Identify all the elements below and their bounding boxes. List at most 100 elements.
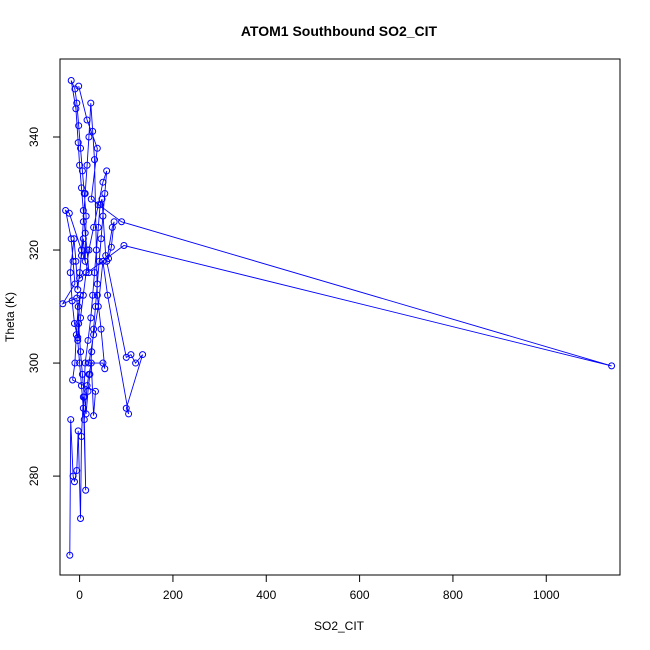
data-point	[72, 105, 80, 113]
data-point	[78, 370, 86, 378]
data-point	[132, 359, 140, 367]
data-point	[82, 212, 90, 220]
data-point	[73, 466, 81, 474]
data-point	[89, 291, 97, 299]
data-point	[108, 223, 116, 231]
data-point	[93, 280, 101, 288]
x-tick-label: 400	[256, 588, 276, 602]
x-tick-label: 0	[76, 588, 83, 602]
data-point	[78, 167, 86, 175]
data-point	[69, 376, 77, 384]
data-point	[79, 291, 87, 299]
data-point	[86, 370, 94, 378]
data-point	[104, 291, 112, 299]
data-point	[95, 257, 103, 265]
data-point	[81, 229, 89, 237]
data-point	[92, 246, 100, 254]
data-point	[101, 365, 109, 373]
data-point	[72, 257, 80, 265]
data-point	[69, 257, 77, 265]
data-point	[75, 122, 83, 130]
data-point	[93, 291, 101, 299]
data-point	[59, 300, 67, 308]
data-point	[88, 348, 96, 356]
x-tick-label: 600	[350, 588, 370, 602]
data-point	[87, 195, 95, 203]
data-point	[99, 212, 107, 220]
data-point	[89, 127, 97, 135]
data-point	[90, 412, 98, 420]
data-point	[77, 514, 85, 522]
data-point	[87, 99, 95, 107]
x-tick-label: 800	[443, 588, 463, 602]
data-point	[91, 269, 99, 277]
data-point	[71, 280, 79, 288]
data-point	[77, 184, 85, 192]
data-point	[77, 382, 85, 390]
data-point	[77, 144, 85, 152]
data-point	[62, 206, 70, 214]
plot-frame	[59, 58, 621, 576]
data-point	[81, 359, 89, 367]
data-series	[59, 76, 616, 559]
data-point	[608, 362, 616, 370]
data-point	[67, 235, 75, 243]
data-point	[81, 257, 89, 265]
data-point	[94, 201, 102, 209]
data-point	[70, 235, 78, 243]
x-tick-label: 200	[163, 588, 183, 602]
data-point	[79, 206, 87, 214]
y-tick-label: 280	[27, 466, 41, 486]
data-point	[67, 416, 75, 424]
data-point	[77, 314, 85, 322]
data-point	[118, 218, 126, 226]
data-point	[82, 269, 90, 277]
data-point	[120, 242, 128, 250]
data-point	[90, 223, 98, 231]
x-axis-label: SO2_CIT	[314, 619, 365, 633]
data-point	[139, 351, 147, 359]
y-tick-label: 300	[27, 353, 41, 373]
data-point	[74, 139, 82, 147]
data-point	[74, 336, 82, 344]
data-point	[90, 331, 98, 339]
data-point	[91, 303, 99, 311]
data-point	[91, 387, 99, 395]
data-point	[125, 410, 133, 418]
data-point	[94, 303, 102, 311]
data-point	[107, 243, 115, 251]
data-point	[66, 269, 74, 277]
data-point	[103, 167, 111, 175]
data-point	[77, 246, 85, 254]
y-axis: 280 300 320 340	[27, 127, 60, 486]
data-point	[122, 404, 130, 412]
data-point	[85, 133, 93, 141]
data-point	[74, 303, 82, 311]
y-tick-label: 320	[27, 240, 41, 260]
y-tick-label: 340	[27, 127, 41, 147]
data-point	[103, 257, 111, 265]
data-point	[74, 427, 82, 435]
data-point	[87, 314, 95, 322]
x-axis: 0 200 400 600 800 1000	[76, 575, 560, 602]
data-point	[66, 551, 74, 559]
data-point	[97, 235, 105, 243]
data-point	[75, 82, 83, 90]
data-point	[76, 161, 84, 169]
data-point	[97, 325, 105, 333]
data-point	[80, 393, 88, 401]
data-point	[93, 144, 101, 152]
data-point	[77, 348, 85, 356]
data-point	[99, 257, 107, 265]
data-point	[77, 433, 85, 441]
data-point	[99, 178, 107, 186]
data-point	[83, 116, 91, 124]
data-point	[70, 478, 78, 486]
data-point	[83, 161, 91, 169]
data-point	[91, 156, 99, 164]
chart-title: ATOM1 Southbound SO2_CIT	[241, 23, 438, 39]
data-point	[84, 387, 92, 395]
data-point	[67, 76, 75, 84]
data-point	[74, 286, 82, 294]
data-point	[82, 410, 90, 418]
